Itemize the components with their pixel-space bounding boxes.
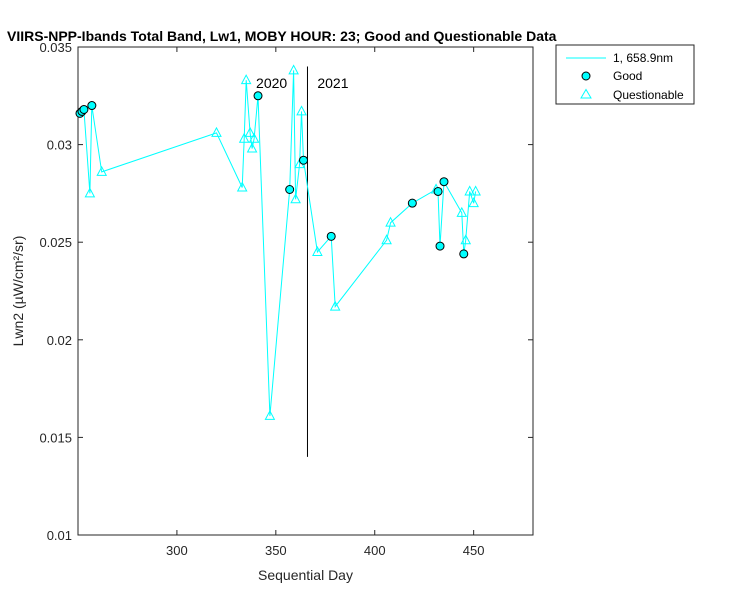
questionable-point xyxy=(244,126,256,137)
legend-good-label: Good xyxy=(613,69,642,83)
questionable-point xyxy=(296,105,307,116)
x-axis: 300 350 400 450 xyxy=(166,47,485,558)
y-tick-label: 0.02 xyxy=(47,333,72,348)
legend-box xyxy=(555,44,695,105)
legend-good-marker xyxy=(581,71,591,81)
questionable-point xyxy=(96,165,108,176)
year-label-2021: 2021 xyxy=(317,75,348,91)
legend-questionable-marker xyxy=(580,88,592,99)
questionable-point xyxy=(290,193,301,204)
questionable-point xyxy=(238,132,250,143)
questionable-point xyxy=(264,409,276,420)
questionable-point xyxy=(288,64,299,75)
y-tick-label: 0.03 xyxy=(47,138,72,153)
y-tick-label: 0.025 xyxy=(39,235,72,250)
good-point xyxy=(326,231,336,241)
questionable-point xyxy=(246,142,258,153)
questionable-point xyxy=(381,234,392,245)
x-tick-label: 300 xyxy=(166,543,188,558)
questionable-point xyxy=(385,216,396,227)
y-axis: 0.01 0.015 0.02 0.025 0.03 0.035 xyxy=(39,40,533,543)
good-point xyxy=(299,155,309,165)
x-tick-label: 450 xyxy=(463,543,485,558)
questionable-point xyxy=(460,234,472,245)
questionable-point xyxy=(468,197,479,208)
questionable-point xyxy=(456,206,468,217)
year-label-2020: 2020 xyxy=(256,75,287,91)
y-tick-label: 0.01 xyxy=(47,528,72,543)
good-point xyxy=(285,184,295,194)
x-axis-label: Sequential Day xyxy=(258,567,353,583)
questionable-point xyxy=(236,181,248,192)
good-point xyxy=(435,241,445,251)
x-tick-label: 400 xyxy=(364,543,386,558)
y-tick-label: 0.035 xyxy=(39,40,72,55)
good-markers xyxy=(75,91,469,259)
good-point xyxy=(253,91,263,101)
chart-title: VIIRS-NPP-Ibands Total Band, Lw1, MOBY H… xyxy=(7,28,557,44)
questionable-point xyxy=(329,300,341,311)
x-tick-label: 350 xyxy=(265,543,287,558)
questionable-point xyxy=(211,126,222,137)
questionable-point xyxy=(84,187,96,198)
y-tick-label: 0.015 xyxy=(39,430,72,445)
questionable-point xyxy=(312,245,323,256)
year-annotations: 2020 2021 xyxy=(256,75,349,91)
y-axis-label: Lwn2 (µW/cm²/sr) xyxy=(10,236,26,347)
good-point xyxy=(407,198,417,208)
legend: 1, 658.9nm Good Questionable xyxy=(555,44,695,105)
good-point xyxy=(87,101,97,111)
good-point xyxy=(439,177,449,187)
questionable-point xyxy=(470,185,481,196)
questionable-point xyxy=(248,132,260,143)
good-point xyxy=(459,249,469,259)
questionable-point xyxy=(464,185,476,196)
legend-series-label: 1, 658.9nm xyxy=(613,51,673,65)
good-point xyxy=(433,186,443,196)
good-point xyxy=(79,104,89,114)
plot-area xyxy=(77,46,534,536)
legend-questionable-label: Questionable xyxy=(613,88,684,102)
questionable-point xyxy=(240,74,252,85)
